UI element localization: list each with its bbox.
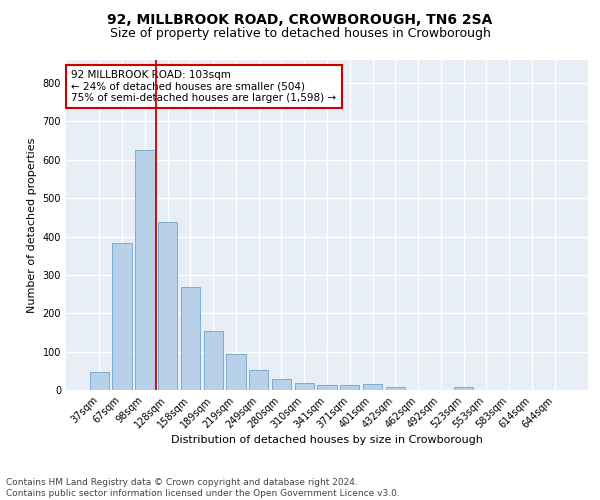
- Text: Contains HM Land Registry data © Crown copyright and database right 2024.
Contai: Contains HM Land Registry data © Crown c…: [6, 478, 400, 498]
- Bar: [363, 384, 382, 390]
- Bar: [90, 372, 109, 390]
- Bar: [135, 150, 155, 390]
- Bar: [295, 383, 314, 390]
- Bar: [340, 386, 359, 390]
- Bar: [317, 386, 337, 390]
- Y-axis label: Number of detached properties: Number of detached properties: [27, 138, 37, 312]
- X-axis label: Distribution of detached houses by size in Crowborough: Distribution of detached houses by size …: [171, 436, 483, 446]
- Bar: [158, 222, 178, 390]
- Bar: [112, 243, 132, 390]
- Bar: [181, 287, 200, 390]
- Text: 92 MILLBROOK ROAD: 103sqm
← 24% of detached houses are smaller (504)
75% of semi: 92 MILLBROOK ROAD: 103sqm ← 24% of detac…: [71, 70, 337, 103]
- Bar: [272, 380, 291, 390]
- Text: 92, MILLBROOK ROAD, CROWBOROUGH, TN6 2SA: 92, MILLBROOK ROAD, CROWBOROUGH, TN6 2SA: [107, 12, 493, 26]
- Bar: [454, 388, 473, 390]
- Bar: [226, 354, 245, 390]
- Bar: [386, 388, 405, 390]
- Text: Size of property relative to detached houses in Crowborough: Size of property relative to detached ho…: [110, 28, 490, 40]
- Bar: [203, 331, 223, 390]
- Bar: [249, 370, 268, 390]
